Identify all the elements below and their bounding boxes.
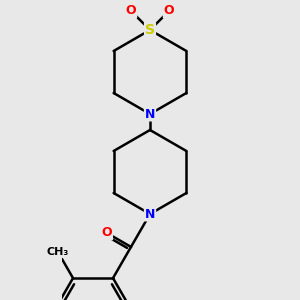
Text: N: N [145,107,155,121]
Text: O: O [101,226,112,239]
Text: O: O [126,4,136,17]
Text: S: S [145,23,155,37]
Text: N: N [145,208,155,220]
Text: O: O [164,4,174,17]
Text: CH₃: CH₃ [47,247,69,257]
